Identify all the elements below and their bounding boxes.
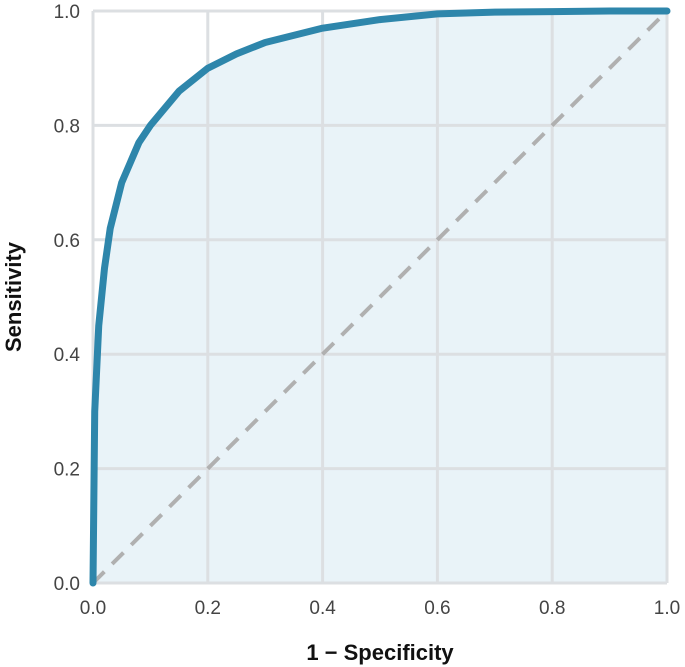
y-tick-label: 0.2 [54, 460, 80, 481]
x-tick-label: 0.4 [309, 598, 336, 619]
y-tick-label: 0.8 [54, 116, 80, 137]
roc-curve-line [89, 7, 671, 587]
x-tick-label: 0.2 [195, 598, 221, 619]
x-tick-label: 1.0 [654, 598, 680, 619]
x-tick-label: 0.6 [424, 598, 450, 619]
y-tick-label: 1.0 [54, 2, 80, 23]
y-axis-title: Sensitivity [1, 241, 26, 352]
y-tick-label: 0.6 [54, 231, 80, 252]
y-tick-label: 0.4 [54, 345, 81, 366]
y-tick-label: 0.0 [54, 574, 80, 595]
series-layer [89, 7, 671, 587]
tick-label-layer: 0.0 0.2 0.4 0.6 0.8 1.0 0.0 0.2 0.4 0.6 0.8 1.0 [54, 2, 681, 619]
x-tick-label: 0.0 [80, 598, 106, 619]
x-tick-label: 0.8 [539, 598, 565, 619]
x-axis-title: 1 − Specificity [306, 640, 454, 665]
chance-diagonal-line [91, 9, 669, 585]
